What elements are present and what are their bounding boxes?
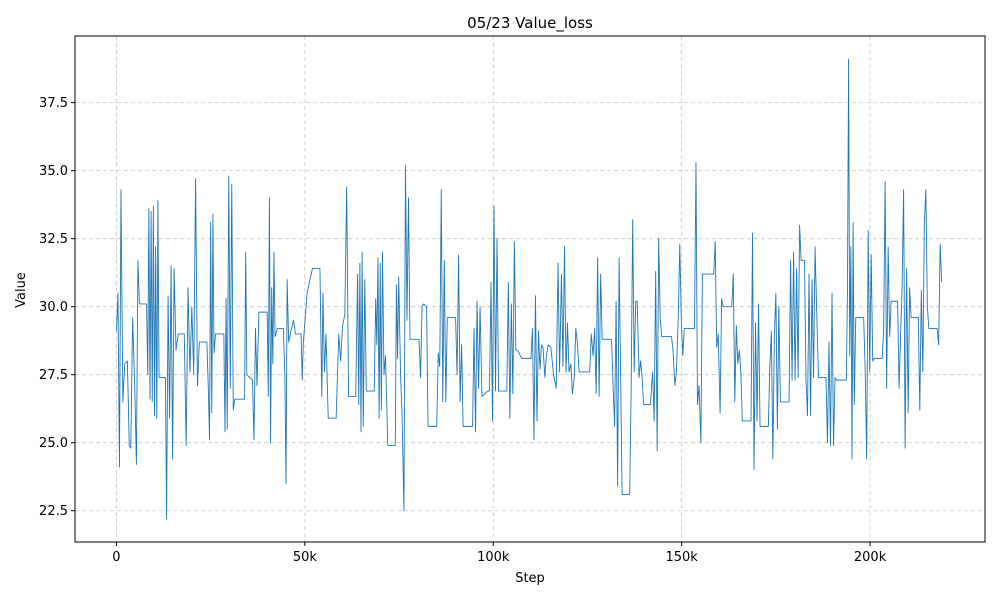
x-tick-label: 100k	[477, 550, 510, 565]
chart-title: 05/23 Value_loss	[467, 14, 593, 33]
x-tick-label: 50k	[293, 550, 318, 565]
y-axis-ticks: 22.5 25.0 27.5 30.0 32.5 35.0 37.5	[39, 96, 75, 519]
y-tick-label: 27.5	[39, 368, 68, 383]
y-tick-label: 32.5	[39, 232, 68, 247]
plot-frame	[74, 35, 986, 543]
y-tick-label: 37.5	[39, 96, 68, 111]
series-line	[116, 58, 943, 520]
y-tick-label: 25.0	[39, 436, 68, 451]
x-axis-ticks: 0 50k 100k 150k 200k	[112, 542, 887, 565]
series-layer	[116, 58, 943, 520]
y-axis-label: Value	[14, 272, 29, 308]
x-tick-label: 200k	[854, 550, 887, 565]
y-tick-label: 30.0	[39, 300, 68, 315]
y-tick-label: 22.5	[39, 504, 68, 519]
y-tick-label: 35.0	[39, 164, 68, 179]
x-tick-label: 150k	[665, 550, 698, 565]
x-axis-label: Step	[515, 571, 545, 586]
x-tick-label: 0	[112, 550, 120, 565]
